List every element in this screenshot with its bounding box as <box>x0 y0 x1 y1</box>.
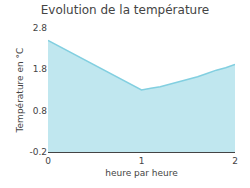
svg-text:0.8: 0.8 <box>33 106 48 116</box>
svg-text:Température en °C: Température en °C <box>15 48 25 134</box>
svg-text:2: 2 <box>232 156 238 166</box>
svg-text:Evolution de la température: Evolution de la température <box>41 3 210 17</box>
svg-text:1.8: 1.8 <box>33 64 48 74</box>
svg-text:1: 1 <box>139 156 145 166</box>
svg-text:2.8: 2.8 <box>33 23 48 33</box>
svg-text:0: 0 <box>45 156 51 166</box>
svg-text:-0.2: -0.2 <box>29 147 47 157</box>
svg-text:heure par heure: heure par heure <box>105 168 178 178</box>
